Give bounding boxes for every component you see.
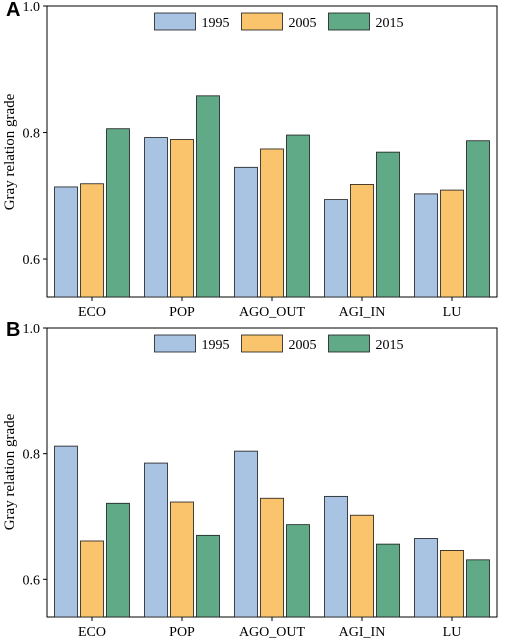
panel-b-x-tick-label-ago-out: AGO_OUT (239, 625, 306, 639)
panel-a-bar-ago-out-1995 (234, 166, 258, 298)
panel-a-y-tick-label: 0.8 (23, 127, 41, 142)
panel-a-x-tick-label-ago-out: AGO_OUT (239, 305, 306, 320)
panel-b-x-tick-label-lu: LU (443, 625, 462, 639)
panel-a-bar-pop-2015 (196, 95, 220, 298)
panel-b-bar-eco-1995 (54, 445, 78, 618)
panel-a-bar-ago-out-2005 (260, 148, 284, 298)
panel-a-legend-label-1995: 1995 (202, 16, 230, 31)
panel-b-legend-label-2015: 2015 (376, 338, 404, 353)
panel-a-label: A (6, 0, 20, 21)
panel-b-y-tick-label: 0.8 (23, 448, 41, 463)
panel-a-legend-swatch-2005 (241, 12, 283, 31)
panel-a-y-axis-label: Gray relation grade (2, 93, 18, 210)
panel-b-x-ticks: ECO POP AGO_OUT AGI_IN LU (78, 617, 461, 639)
panel-a-x-tick-label-agi-in: AGI_IN (339, 305, 386, 320)
panel-a-bar-lu-2015 (466, 140, 490, 298)
panel-b-legend-label-2005: 2005 (289, 338, 317, 353)
panel-b-x-tick-label-eco: ECO (78, 625, 106, 639)
panel-a-bar-eco-2005 (80, 183, 104, 298)
panel-a-legend: 1995 2005 2015 (154, 12, 404, 31)
panel-b-bar-pop-2015 (196, 534, 220, 618)
panel-a-x-tick-label-eco: ECO (78, 305, 106, 320)
panel-a-bars (54, 95, 490, 298)
panel-a-legend-swatch-2015 (328, 12, 370, 31)
panel-b-legend-swatch-2015 (328, 334, 370, 353)
panel-b-bar-pop-2005 (170, 501, 194, 618)
panel-a-legend-swatch-1995 (154, 12, 196, 31)
panel-a-bar-pop-2005 (170, 139, 194, 298)
panel-a-y-ticks: 0.6 0.8 1.0 (23, 0, 47, 268)
panel-a-bar-pop-1995 (144, 137, 168, 298)
panel-b-bars (54, 445, 490, 618)
panel-a-bar-lu-1995 (414, 193, 438, 298)
panel-b-bar-pop-1995 (144, 462, 168, 618)
panel-a-x-tick-label-lu: LU (443, 305, 462, 320)
panel-a-bar-eco-1995 (54, 186, 78, 298)
panel-b-y-tick-label: 0.6 (23, 573, 41, 588)
panel-b-bar-ago-out-2005 (260, 497, 284, 618)
panel-b-legend: 1995 2005 2015 (154, 334, 404, 353)
panel-a: A Gray relation grade 1995 2005 2015 0.60.… (2, 0, 498, 320)
panel-a-bar-ago-out-2015 (286, 134, 310, 298)
panel-a-y-tick-label: 0.6 (23, 253, 41, 268)
panel-a-x-tick-label-pop: POP (169, 305, 195, 320)
panel-a-legend-label-2015: 2015 (376, 16, 404, 31)
panel-b-bar-lu-2005 (440, 550, 464, 618)
panel-a-bar-agi-in-2015 (376, 151, 400, 298)
panel-b-bar-agi-in-2015 (376, 543, 400, 618)
panel-a-bar-agi-in-2005 (350, 183, 374, 298)
panel-b-y-ticks: 0.6 0.8 1.0 (23, 322, 47, 588)
panel-b-bar-lu-1995 (414, 538, 438, 618)
panel-b-bar-agi-in-2005 (350, 514, 374, 618)
panel-b-x-tick-label-agi-in: AGI_IN (339, 625, 386, 639)
panel-b-bar-lu-2015 (466, 559, 490, 618)
panel-a-y-tick-label: 1.0 (23, 0, 41, 15)
panel-b-bar-agi-in-1995 (324, 495, 348, 618)
panel-b-label: B (6, 319, 20, 341)
panel-b-legend-swatch-2005 (241, 334, 283, 353)
panel-b-bar-eco-2005 (80, 540, 104, 618)
panel-b-x-tick-label-pop: POP (169, 625, 195, 639)
panel-a-bar-lu-2005 (440, 189, 464, 298)
panel-a-bar-agi-in-1995 (324, 199, 348, 298)
panel-b-bar-ago-out-1995 (234, 450, 258, 618)
panel-b-bar-ago-out-2015 (286, 524, 310, 618)
panel-b-y-tick-label: 1.0 (23, 322, 41, 337)
panel-b-legend-label-1995: 1995 (202, 338, 230, 353)
panel-b-y-axis-label: Gray relation grade (2, 413, 18, 530)
panel-a-bar-eco-2015 (106, 128, 130, 298)
panel-a-legend-label-2005: 2005 (289, 16, 317, 31)
panel-b-legend-swatch-1995 (154, 334, 196, 353)
panel-b-bar-eco-2015 (106, 502, 130, 618)
panel-b: B Gray relation grade 1995 2005 2015 0.60.… (2, 319, 498, 639)
panel-a-x-ticks: ECO POP AGO_OUT AGI_IN LU (78, 297, 461, 320)
